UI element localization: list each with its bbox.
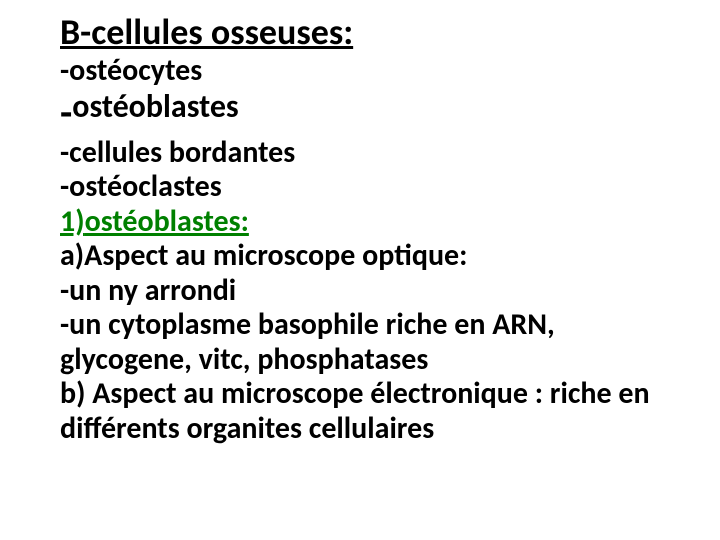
- section-heading-osteoblastes: 1)ostéoblastes:: [60, 205, 680, 240]
- body-text-block: a)Aspect au microscope optique: -un ny a…: [60, 239, 680, 446]
- body-line-cytoplasme: -un cytoplasme basophile riche en ARN, g…: [60, 308, 680, 377]
- slide-title: B-cellules osseuses:: [60, 10, 680, 54]
- body-line-ny: -un ny arrondi: [60, 274, 680, 309]
- list-item-osteocytes: -ostéocytes: [60, 54, 680, 89]
- body-line-a: a)Aspect au microscope optique:: [60, 239, 680, 274]
- body-line-b: b) Aspect au microscope électronique : r…: [60, 377, 680, 446]
- list-item-cellules-bordantes: -cellules bordantes: [60, 136, 680, 171]
- list-item-osteoblastes: -ostéoblastes: [60, 89, 680, 136]
- section-number: 1): [60, 203, 85, 240]
- list-item-osteoclastes: -ostéoclastes: [60, 170, 680, 205]
- cell-list: -ostéocytes -ostéoblastes -cellules bord…: [60, 54, 680, 205]
- section-label: ostéoblastes:: [85, 203, 249, 240]
